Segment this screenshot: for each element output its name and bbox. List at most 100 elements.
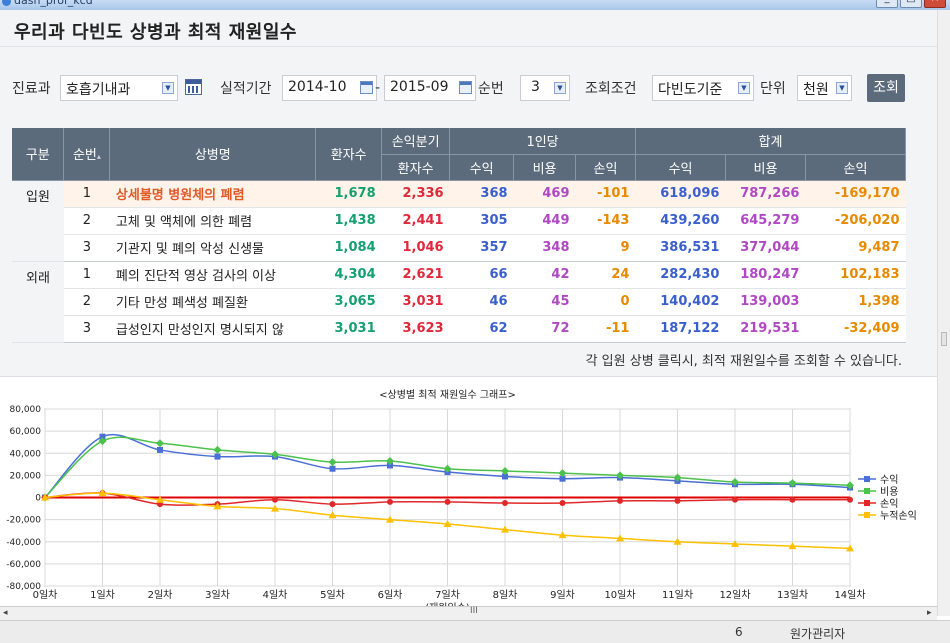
- legend-label: 누적손익: [880, 510, 917, 522]
- y-tick-label: 80,000: [10, 405, 42, 415]
- cell-disease[interactable]: 기타 만성 폐색성 폐질환: [110, 288, 316, 315]
- rank-value: 3: [83, 321, 91, 336]
- cell-t-cost: 219,531: [725, 315, 805, 342]
- cell-disease[interactable]: 기관지 및 폐의 악성 신생물: [110, 234, 316, 261]
- bep-value: 3,623: [402, 321, 443, 336]
- period-to-input[interactable]: 2015-09: [384, 75, 476, 101]
- scroll-grip[interactable]: [941, 332, 947, 346]
- rank-value: 1: [83, 267, 91, 282]
- chevron-down-icon[interactable]: ▼: [162, 82, 174, 94]
- pp-profit-value: 0: [620, 294, 629, 309]
- header-pp-profit: 손익: [576, 154, 636, 180]
- vertical-scrollbar[interactable]: [937, 10, 950, 616]
- cell-disease[interactable]: 폐의 진단적 영상 검사의 이상: [110, 261, 316, 288]
- dept-select[interactable]: 호흡기내과 ▼: [60, 75, 178, 101]
- cell-pp-profit: 0: [576, 288, 636, 315]
- cond-select[interactable]: 다빈도기준 ▼: [652, 75, 754, 101]
- header-disease: 상병명: [110, 128, 316, 180]
- search-button[interactable]: 조회: [867, 74, 905, 102]
- close-button[interactable]: ×: [924, 0, 946, 8]
- cell-patients: 1,438: [316, 207, 382, 234]
- table-row[interactable]: 3 급성인지 만성인지 명시되지 않 3,031 3,623 62 72 -11 187,12…: [12, 315, 906, 342]
- cell-pp-rev: 357: [450, 234, 514, 261]
- cell-t-profit: 9,487: [805, 234, 905, 261]
- table-row[interactable]: 입원 1 상세불명 병원체의 폐렴 1,678 2,336 368 469 -101 618,0…: [12, 180, 906, 207]
- data-point: [445, 499, 451, 505]
- cell-disease[interactable]: 급성인지 만성인지 명시되지 않: [110, 315, 316, 342]
- cell-rank: 3: [64, 234, 110, 261]
- patients-value: 4,304: [335, 267, 376, 282]
- chevron-down-icon[interactable]: ▼: [738, 82, 750, 94]
- cell-patients: 4,304: [316, 261, 382, 288]
- t-cost-value: 139,003: [740, 294, 799, 309]
- t-rev-value: 140,402: [660, 294, 719, 309]
- period-label: 실적기간: [220, 75, 272, 101]
- unit-value: 천원: [803, 82, 829, 98]
- rank-label: 순번: [478, 75, 504, 101]
- title-divider: [0, 46, 937, 47]
- pp-cost-value: 42: [551, 267, 569, 282]
- x-tick-label: 7일차: [435, 589, 460, 601]
- window-titlebar: dash_prof_kcd _ □ ×: [0, 0, 950, 10]
- rank-value: 2: [83, 294, 91, 309]
- t-cost-value: 180,247: [740, 267, 799, 282]
- x-tick-label: 11일차: [662, 589, 693, 601]
- pp-profit-value: -143: [597, 213, 630, 228]
- table-row[interactable]: 2 기타 만성 폐색성 폐질환 3,065 3,031 46 45 0 140,402 139,…: [12, 288, 906, 315]
- calendar-icon[interactable]: [459, 81, 472, 94]
- header-pp-revenue: 수익: [450, 154, 514, 180]
- table-row[interactable]: 2 고체 및 액체에 의한 폐렴 1,438 2,441 305 449 -143 439,2…: [12, 207, 906, 234]
- minimize-button[interactable]: _: [876, 0, 898, 8]
- period-from-input[interactable]: 2014-10: [282, 75, 377, 101]
- chevron-down-icon[interactable]: ▼: [554, 82, 566, 94]
- data-point: [215, 454, 221, 460]
- scroll-right-icon[interactable]: ▸: [927, 608, 932, 618]
- cell-t-rev: 140,402: [635, 288, 725, 315]
- window-title: dash_prof_kcd: [14, 0, 93, 7]
- t-profit-value: -206,020: [835, 213, 900, 228]
- chart-panel: 80,000 60,000 40,000 20,000 0 -20,000 -40,000 -…: [0, 376, 937, 616]
- data-point: [272, 497, 278, 503]
- group-label: 입원: [12, 180, 64, 261]
- pp-cost-value: 45: [551, 294, 569, 309]
- cell-pp-profit: -143: [576, 207, 636, 234]
- scroll-left-icon[interactable]: ◂: [3, 608, 8, 618]
- header-rank[interactable]: 순번▴: [64, 128, 110, 180]
- scroll-thumb[interactable]: III: [470, 606, 478, 616]
- cell-pp-cost: 42: [514, 261, 576, 288]
- rank-value: 1: [83, 186, 91, 201]
- cell-t-profit: -32,409: [805, 315, 905, 342]
- rank-select[interactable]: 3 ▼: [520, 75, 570, 101]
- cell-pp-profit: -101: [576, 180, 636, 207]
- disease-value: 상세불명 병원체의 폐렴: [116, 188, 245, 203]
- disease-value: 기타 만성 폐색성 폐질환: [116, 296, 248, 311]
- pp-cost-value: 348: [542, 240, 569, 255]
- period-from-value: 2014-10: [288, 79, 347, 95]
- rank-value: 3: [83, 240, 91, 255]
- unit-select[interactable]: 천원 ▼: [797, 75, 852, 101]
- x-tick-label: 2일차: [148, 589, 173, 601]
- chevron-down-icon[interactable]: ▼: [836, 82, 848, 94]
- horizontal-scrollbar[interactable]: ◂ III ▸: [0, 606, 937, 620]
- y-tick-label: 0: [35, 494, 41, 504]
- table-row[interactable]: 외래 1 폐의 진단적 영상 검사의 이상 4,304 2,621 66 42 24 282,4…: [12, 261, 906, 288]
- cell-disease[interactable]: 고체 및 액체에 의한 폐렴: [110, 207, 316, 234]
- cell-t-rev: 187,122: [635, 315, 725, 342]
- table-row[interactable]: 3 기관지 및 폐의 악성 신생물 1,084 1,046 357 348 9 386,531…: [12, 234, 906, 261]
- cell-disease[interactable]: 상세불명 병원체의 폐렴: [110, 180, 316, 207]
- data-point: [387, 499, 393, 505]
- calendar-icon[interactable]: [360, 81, 373, 94]
- maximize-button[interactable]: □: [900, 0, 922, 8]
- patients-value: 1,084: [335, 240, 376, 255]
- cell-rank: 1: [64, 180, 110, 207]
- group-label: 외래: [12, 261, 64, 342]
- cell-pp-cost: 469: [514, 180, 576, 207]
- y-tick-label: 40,000: [10, 449, 42, 459]
- cell-pp-rev: 62: [450, 315, 514, 342]
- x-tick-label: 5일차: [320, 589, 345, 601]
- cell-t-cost: 645,279: [725, 207, 805, 234]
- calendar-icon[interactable]: [185, 79, 202, 95]
- x-tick-label: 0일차: [33, 589, 58, 601]
- cell-pp-rev: 305: [450, 207, 514, 234]
- t-rev-value: 187,122: [660, 321, 719, 336]
